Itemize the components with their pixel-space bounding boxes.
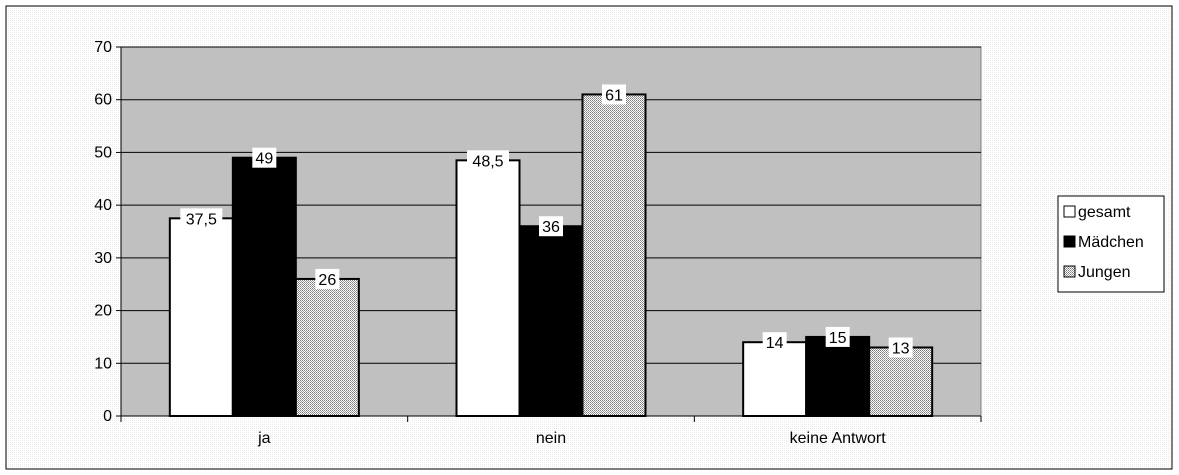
bar-m-dchen-nein (518, 225, 584, 417)
legend-label: gesamt (1078, 204, 1131, 221)
x-tick-label: keine Antwort (790, 430, 887, 447)
y-tick-label: 20 (94, 303, 112, 320)
y-tick-label: 10 (94, 355, 112, 372)
x-tick-label: ja (257, 430, 271, 447)
data-label: 48,5 (472, 153, 503, 170)
bar-jungen-keine-antwort (868, 346, 934, 418)
bar-jungen-nein (581, 93, 647, 417)
bar-m-dchen-ja (231, 156, 297, 417)
data-label: 14 (766, 335, 784, 352)
y-tick-label: 40 (94, 197, 112, 214)
data-label: 37,5 (186, 211, 217, 228)
y-tick-label: 30 (94, 250, 112, 267)
data-label-bg (539, 216, 563, 237)
legend-label: Jungen (1078, 264, 1131, 281)
bars (168, 93, 934, 418)
legend: gesamt Mädchen Jungen (1057, 195, 1165, 293)
x-tick-label: nein (536, 430, 566, 447)
y-tick-label: 50 (94, 144, 112, 161)
legend-swatch (1063, 205, 1076, 218)
data-label-bg (467, 150, 509, 171)
data-label-bg (762, 332, 787, 353)
bar-gesamt-nein (455, 159, 521, 417)
bar-gesamt-keine-antwort (742, 341, 808, 418)
legend-swatch (1063, 265, 1076, 278)
data-label-bg (180, 208, 223, 229)
data-label: 13 (892, 340, 910, 357)
data-label-bg (602, 84, 626, 105)
data-label: 61 (605, 87, 623, 104)
bar-jungen-ja (294, 277, 360, 418)
y-tick-label: 60 (94, 92, 112, 109)
data-label-bg (888, 337, 913, 358)
data-labels: 37,5 49 26 48,5 36 61 14 15 13 (180, 84, 913, 358)
y-tick-label: 0 (103, 408, 112, 425)
bar-gesamt-ja (168, 217, 234, 417)
legend-swatch (1063, 235, 1076, 248)
legend-box (1057, 195, 1165, 293)
data-label: 26 (318, 272, 336, 289)
data-label: 36 (542, 219, 560, 236)
data-label-bg (825, 326, 850, 347)
data-label-bg (315, 268, 340, 289)
legend-label: Mädchen (1078, 234, 1144, 251)
data-label-bg (252, 147, 277, 168)
bar-m-dchen-keine-antwort (805, 335, 871, 417)
y-tick-label: 70 (94, 39, 112, 56)
data-label: 49 (255, 151, 273, 168)
data-label: 15 (829, 330, 847, 347)
axes: 0 10 20 30 40 50 60 70 ja nein keine Antwort (94, 39, 982, 447)
